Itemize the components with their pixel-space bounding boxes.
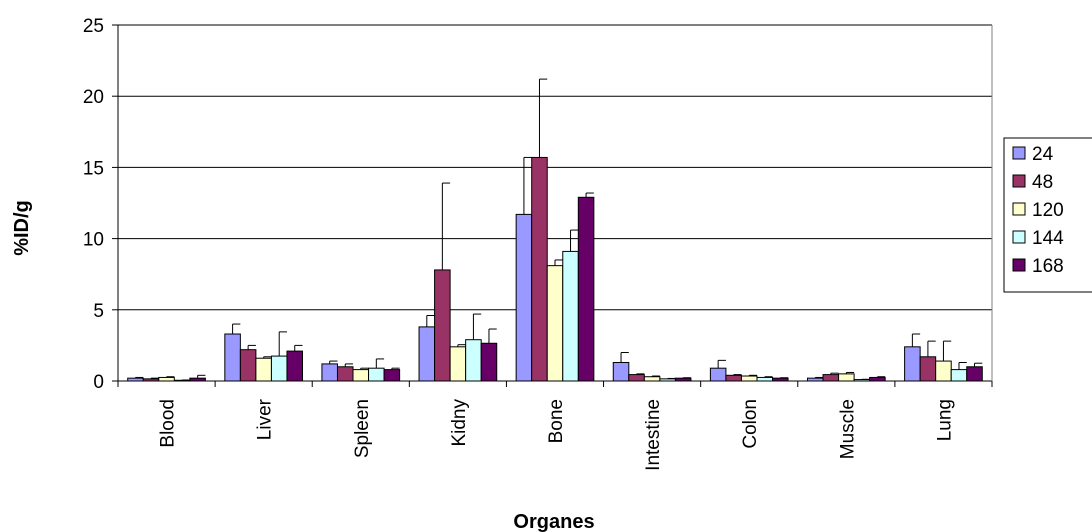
legend-label: 144 [1032, 228, 1064, 249]
x-tick-label: Blood [158, 399, 179, 448]
x-tick-label: Bone [546, 399, 567, 443]
bar [270, 355, 288, 382]
bar [674, 377, 692, 382]
y-tick-label: 5 [93, 301, 104, 322]
bar [628, 374, 645, 382]
bar [709, 367, 727, 382]
y-tick-label: 15 [83, 158, 104, 179]
y-tick-label: 10 [83, 230, 104, 251]
bar [352, 369, 370, 382]
y-tick-label: 20 [83, 87, 104, 108]
legend-label: 48 [1032, 172, 1053, 193]
legend-swatch [1012, 146, 1026, 160]
y-tick-label: 0 [93, 372, 104, 393]
gridlines [118, 24, 992, 311]
bars [127, 156, 983, 382]
x-axis-title: Organes [513, 511, 594, 532]
y-tick-label: 25 [83, 16, 104, 37]
bar [806, 377, 824, 382]
bar [239, 349, 257, 382]
x-tick-label: Liver [255, 398, 276, 440]
bar [966, 366, 983, 382]
bar [659, 378, 676, 382]
legend-label: 24 [1032, 144, 1054, 165]
bar [434, 269, 451, 382]
bar [643, 376, 661, 382]
bar [449, 346, 467, 382]
bar [418, 326, 436, 382]
legend-label: 168 [1032, 256, 1064, 277]
bar [562, 250, 579, 382]
x-axis-ticks: Blood Liver Spleen Kidny Bone Intestine Colon M… [117, 381, 993, 471]
bar [127, 377, 144, 382]
legend-label: 120 [1032, 200, 1064, 221]
x-tick-label: Intestine [643, 399, 664, 471]
bar [142, 378, 160, 382]
bar [904, 346, 921, 382]
x-tick-label: Muscle [837, 399, 858, 459]
bar [255, 357, 272, 382]
bar [772, 377, 789, 382]
legend-swatch [1012, 202, 1026, 216]
bar [368, 367, 385, 382]
x-tick-label: Spleen [352, 399, 373, 458]
x-tick-label: Lung [934, 399, 955, 441]
x-tick-label: Colon [740, 399, 761, 449]
legend-swatch [1012, 174, 1026, 188]
bar [577, 196, 595, 382]
bar [756, 376, 774, 382]
bar [838, 373, 855, 382]
bar [612, 361, 630, 382]
bar [286, 350, 304, 382]
bar [919, 356, 937, 382]
legend: 24 48 120 144 168 [1003, 137, 1092, 293]
bar [465, 339, 482, 382]
bar [189, 377, 206, 382]
bar [531, 156, 548, 382]
bar [950, 369, 968, 382]
bar [383, 369, 401, 382]
y-axis-title: %ID/g [11, 200, 33, 256]
legend-swatch [1012, 230, 1026, 244]
bar [321, 363, 338, 382]
bar [935, 360, 952, 382]
bar [224, 333, 241, 382]
bar [740, 375, 758, 382]
bar [822, 374, 840, 382]
bar [869, 376, 886, 382]
bar [515, 213, 533, 382]
bar [725, 374, 742, 382]
y-axis-ticks: 0 5 10 15 20 25 [83, 16, 118, 393]
bar [336, 366, 354, 382]
error-bars [134, 78, 983, 381]
x-tick-label: Kidny [449, 399, 470, 447]
bar [158, 376, 175, 382]
legend-swatch [1012, 258, 1026, 272]
bar [546, 265, 564, 382]
bar [480, 342, 498, 382]
